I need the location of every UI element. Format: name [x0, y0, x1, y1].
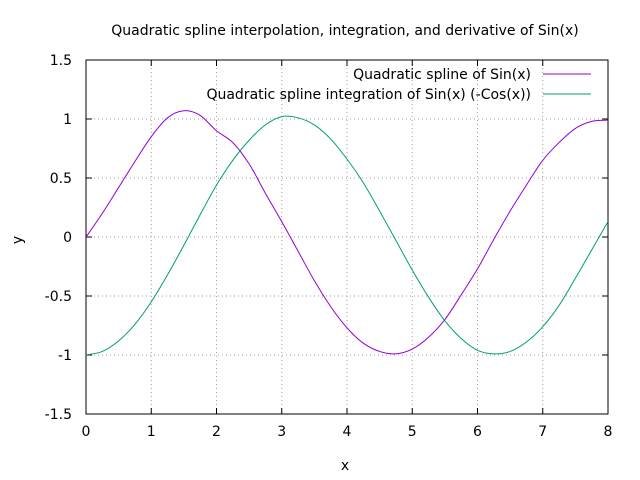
y-tick-label: -1.5 [45, 407, 72, 423]
y-tick-label: -1 [58, 348, 72, 364]
legend-label-1: Quadratic spline of Sin(x) [353, 67, 531, 83]
ticks [85, 59, 609, 415]
series-line-2 [85, 115, 609, 356]
x-tick-label: 2 [212, 424, 221, 440]
series-layer [85, 110, 609, 356]
x-tick-label: 5 [408, 424, 417, 440]
y-tick-label: -0.5 [45, 289, 72, 305]
x-axis-label: x [341, 458, 349, 474]
y-axis-label: y [10, 236, 26, 244]
x-tick-label: 8 [604, 424, 613, 440]
y-tick-label: 0.5 [50, 171, 72, 187]
grid [86, 60, 608, 414]
x-tick-label: 0 [82, 424, 91, 440]
series-line-1 [85, 110, 609, 355]
tick-labels: 0 1 2 3 4 5 6 7 8 -1.5 -1 -0.5 0 0.5 1 1.5 [45, 53, 613, 440]
x-tick-label: 4 [343, 424, 352, 440]
x-tick-label: 1 [147, 424, 156, 440]
y-tick-label: 1 [63, 112, 72, 128]
y-tick-label: 1.5 [50, 53, 72, 69]
legend: Quadratic spline of Sin(x) Quadratic spli… [206, 67, 591, 103]
legend-label-2: Quadratic spline integration of Sin(x) (… [206, 87, 531, 103]
y-tick-label: 0 [63, 230, 72, 246]
chart-title: Quadratic spline interpolation, integrat… [111, 23, 579, 39]
x-tick-label: 3 [277, 424, 286, 440]
x-tick-label: 6 [473, 424, 482, 440]
x-tick-label: 7 [538, 424, 547, 440]
